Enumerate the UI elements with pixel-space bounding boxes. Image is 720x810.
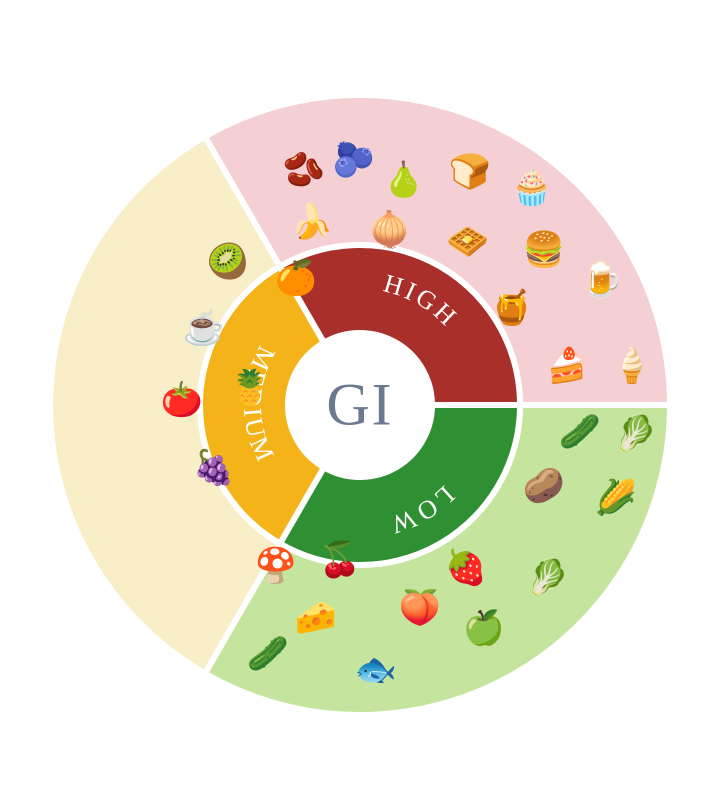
burger-icon: 🍔 (523, 234, 565, 268)
cheese-icon: 🧀 (295, 602, 337, 636)
beet-icon: 🧅 (369, 214, 411, 248)
peach-icon: 🍑 (399, 592, 441, 626)
corn-icon: 🌽 (595, 482, 637, 516)
icecream-icon: 🍦 (611, 350, 653, 384)
gi-wheel-chart: MEDIUMHIGHLOW GI 🫘🫐🍐🍌🧅🥝🍊☕🍍🍅🍇🍞🧁🧇🍔🍺🍯🍰🍦🥒🥬🥔🌽… (50, 95, 670, 715)
orange-icon: 🍊 (275, 262, 317, 296)
center-label: GI (326, 371, 393, 440)
cherries-icon: 🍒 (319, 544, 361, 578)
bread-icon: 🍞 (449, 156, 491, 190)
cucumber-icon: 🥒 (247, 638, 289, 672)
pear-icon: 🍐 (383, 164, 425, 198)
grapes-icon: 🍇 (193, 452, 235, 486)
strawberry-icon: 🍓 (445, 552, 487, 586)
kiwi-icon: 🥝 (207, 246, 249, 280)
fish-icon: 🐟 (355, 654, 397, 688)
blueberries-icon: 🫐 (333, 144, 375, 178)
coffee-icon: ☕ (183, 312, 225, 346)
cake-icon: 🍰 (547, 350, 589, 384)
kidney-beans-icon: 🫘 (283, 154, 325, 188)
pineapple-icon: 🍍 (229, 372, 271, 406)
mushrooms-icon: 🍄 (255, 550, 297, 584)
beer-icon: 🍺 (581, 264, 623, 298)
banana-icon: 🍌 (291, 206, 333, 240)
potato-icon: 🥔 (523, 470, 565, 504)
persimmon-icon: 🍅 (161, 384, 203, 418)
apple-icon: 🍏 (463, 612, 505, 646)
celery-icon: 🥬 (615, 418, 657, 452)
cupcake-icon: 🧁 (511, 172, 553, 206)
cabbage-icon: 🥬 (527, 562, 569, 596)
zucchini-icon: 🥒 (559, 416, 601, 450)
jam-icon: 🍯 (491, 292, 533, 326)
waffles-icon: 🧇 (447, 226, 489, 260)
